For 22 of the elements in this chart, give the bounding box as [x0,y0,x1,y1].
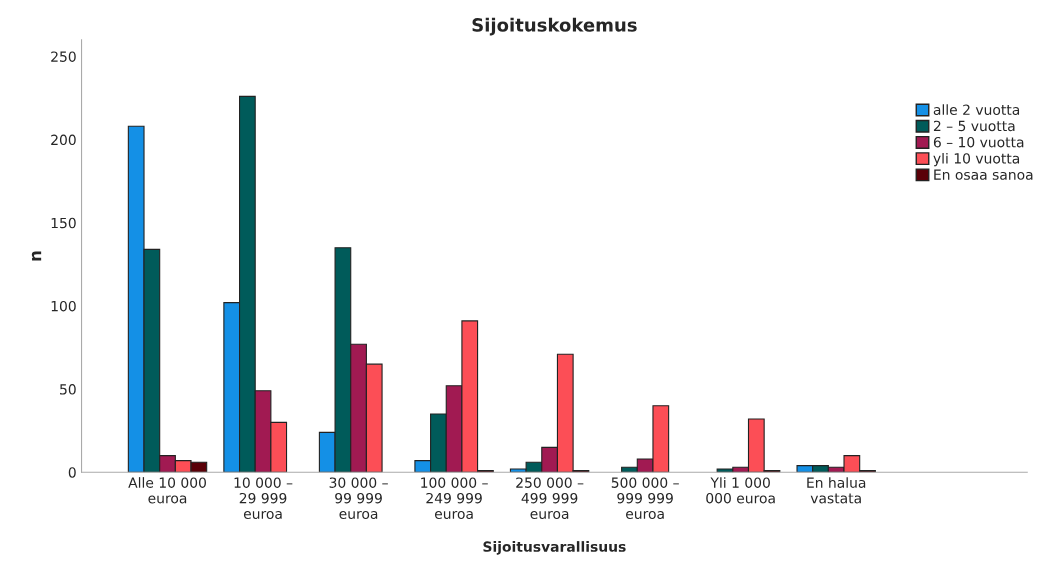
x-tick-label: Yli 1 000 000 euroa [706,477,775,504]
x-tick-label: 30 000 – 99 999 euroa [329,477,388,519]
x-tick-label: 250 000 – 499 999 euroa [516,477,584,519]
y-tick-label: 50 [60,384,76,395]
legend-label: alle 2 vuotta [933,104,1020,115]
legend-label: 6 – 10 vuotta [933,136,1024,148]
y-tick-label: 0 [68,467,76,478]
legend-label: yli 10 vuotta [933,152,1020,167]
legend-label: En osaa sanoa [934,169,1033,180]
y-axis-title: n [31,251,42,261]
y-tick-label: 250 [51,51,76,62]
x-tick-label: Alle 10 000 euroa [128,477,206,504]
y-tick-label: 200 [51,134,76,146]
chart-title: Sijoituskokemus [472,17,637,36]
x-tick-label: 10 000 – 29 999 euroa [234,477,293,519]
y-tick-label: 100 [51,300,76,312]
x-axis-title: Sijoitusvarallisuus [483,541,626,555]
legend-label: 2 – 5 vuotta [933,120,1015,132]
x-tick-label: 500 000 – 999 999 euroa [611,477,679,519]
x-tick-label: En halua vastata [807,477,866,504]
x-tick-label: 100 000 – 249 999 euroa [421,477,488,519]
y-tick-label: 150 [51,217,76,229]
